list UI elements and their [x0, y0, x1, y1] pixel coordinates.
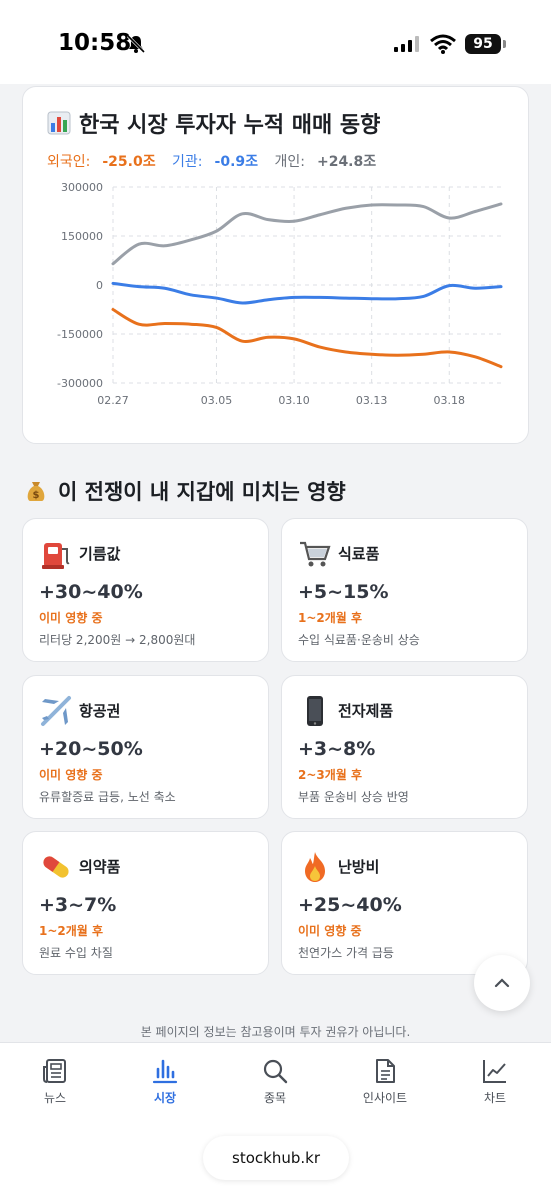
- tab-insight[interactable]: 인사이트: [345, 1057, 425, 1106]
- chevron-up-icon: [494, 978, 510, 988]
- institution-value: -0.9조: [214, 154, 259, 170]
- chart-title: 한국 시장 투자자 누적 매매 동향: [47, 107, 380, 139]
- bar-chart-icon: [152, 1059, 178, 1084]
- impact-timing: 이미 영향 중: [298, 924, 362, 938]
- x-tick-label: 03.18: [434, 394, 466, 407]
- svg-text:$: $: [33, 490, 40, 501]
- foreign-label: 외국인:: [47, 154, 91, 170]
- wifi-icon: [430, 34, 456, 54]
- x-tick-label: 02.27: [97, 394, 129, 407]
- impact-card-fuel[interactable]: 기름값 +30~40% 이미 영향 중 리터당 2,200원 → 2,800원대: [22, 518, 269, 662]
- y-tick-label: -150000: [57, 328, 103, 341]
- impact-desc: 수입 식료품·운송비 상승: [298, 633, 420, 647]
- x-tick-label: 03.10: [278, 394, 310, 407]
- investor-flow-chart: 300000 150000 0 -150000 -300000 02.27 03.05 03.…: [57, 181, 503, 407]
- tab-market[interactable]: 시장: [125, 1057, 205, 1106]
- y-tick-label: 300000: [61, 181, 103, 194]
- y-tick-label: 0: [96, 279, 103, 292]
- institution-label: 기관:: [172, 154, 203, 170]
- investor-summary: 외국인: -25.0조 기관: -0.9조 개인: +24.8조: [47, 151, 388, 171]
- impact-name: 전자제품: [338, 702, 394, 720]
- fire-icon: [305, 852, 325, 882]
- impact-card-electronics[interactable]: 전자제품 +3~8% 2~3개월 후 부품 운송비 상승 반영: [281, 675, 528, 819]
- bar-chart-emoji-icon: [47, 111, 71, 135]
- y-tick-label: -300000: [57, 377, 103, 390]
- foreign-value: -25.0조: [102, 154, 156, 170]
- impact-card-heating[interactable]: 난방비 +25~40% 이미 영향 중 천연가스 가격 급등: [281, 831, 528, 975]
- individual-label: 개인:: [274, 154, 305, 170]
- impact-timing: 1~2개월 후: [298, 611, 363, 625]
- search-icon: [263, 1059, 288, 1084]
- x-tick-label: 03.05: [201, 394, 233, 407]
- pill-icon: [43, 856, 69, 878]
- x-tick-label: 03.13: [356, 394, 388, 407]
- battery-icon: 95: [465, 34, 501, 54]
- scroll-to-top-button[interactable]: [474, 955, 530, 1011]
- bell-off-icon: [126, 34, 146, 54]
- line-chart-icon: [483, 1060, 506, 1083]
- tab-label: 종목: [263, 1091, 287, 1105]
- impact-timing: 2~3개월 후: [298, 768, 363, 782]
- smartphone-icon: [307, 696, 323, 726]
- impact-desc: 부품 운송비 상승 반영: [298, 790, 409, 804]
- tab-stocks[interactable]: 종목: [235, 1057, 315, 1106]
- impact-range: +25~40%: [298, 894, 402, 916]
- impact-name: 기름값: [79, 545, 121, 563]
- tab-chart[interactable]: 차트: [455, 1057, 535, 1106]
- impact-timing: 이미 영향 중: [39, 768, 103, 782]
- document-icon: [376, 1059, 395, 1083]
- impact-desc: 원료 수입 차질: [39, 946, 113, 960]
- impact-range: +5~15%: [298, 581, 389, 603]
- impact-timing: 1~2개월 후: [39, 924, 104, 938]
- tab-label: 차트: [483, 1091, 507, 1105]
- disclaimer: 본 페이지의 정보는 참고용이며 투자 권유가 아닙니다.: [140, 1025, 411, 1039]
- impact-card-medicine[interactable]: 의약품 +3~7% 1~2개월 후 원료 수입 차질: [22, 831, 269, 975]
- status-bar: 10:58 95: [0, 0, 551, 84]
- impact-card-airfare[interactable]: 항공권 +20~50% 이미 영향 중 유류할증료 급등, 노선 축소: [22, 675, 269, 819]
- chart-title-text: 한국 시장 투자자 누적 매매 동향: [79, 113, 381, 138]
- tab-label: 시장: [153, 1091, 177, 1105]
- news-icon: [43, 1059, 66, 1083]
- y-tick-label: 150000: [61, 230, 103, 243]
- series-line-기관: [111, 281, 503, 305]
- impact-desc: 천연가스 가격 급등: [298, 946, 394, 960]
- impact-name: 난방비: [338, 858, 380, 876]
- impact-range: +3~8%: [298, 738, 376, 760]
- series-line-개인: [111, 202, 503, 266]
- tab-label: 인사이트: [362, 1091, 408, 1105]
- investor-flow-card: 한국 시장 투자자 누적 매매 동향 외국인: -25.0조 기관: -0.9조 개…: [22, 86, 529, 444]
- impact-name: 의약품: [79, 858, 121, 876]
- fuel-pump-icon: [42, 543, 70, 569]
- money-bag-icon: $: [27, 482, 45, 501]
- impact-range: +30~40%: [39, 581, 143, 603]
- impact-desc: 리터당 2,200원 → 2,800원대: [39, 633, 196, 647]
- impact-timing: 이미 영향 중: [39, 611, 103, 625]
- tab-news[interactable]: 뉴스: [15, 1057, 95, 1106]
- series-line-외국인: [111, 308, 503, 369]
- airplane-icon: [41, 696, 71, 726]
- impact-card-groceries[interactable]: 식료품 +5~15% 1~2개월 후 수입 식료품·운송비 상승: [281, 518, 528, 662]
- shopping-cart-icon: [300, 541, 331, 567]
- battery-tip: [503, 40, 506, 48]
- browser-url-bar[interactable]: stockhub.kr: [203, 1136, 349, 1180]
- impact-range: +20~50%: [39, 738, 143, 760]
- impact-desc: 유류할증료 급등, 노선 축소: [39, 790, 176, 804]
- impact-range: +3~7%: [39, 894, 117, 916]
- impact-section-title: $ 이 전쟁이 내 지갑에 미치는 영향: [24, 476, 346, 506]
- individual-value: +24.8조: [316, 154, 377, 170]
- impact-section-title-text: 이 전쟁이 내 지갑에 미치는 영향: [58, 480, 346, 504]
- tab-label: 뉴스: [43, 1091, 67, 1105]
- impact-name: 항공권: [79, 702, 121, 720]
- impact-name: 식료품: [338, 545, 380, 563]
- status-time: 10:58: [58, 30, 132, 56]
- signal-icon: [394, 36, 419, 52]
